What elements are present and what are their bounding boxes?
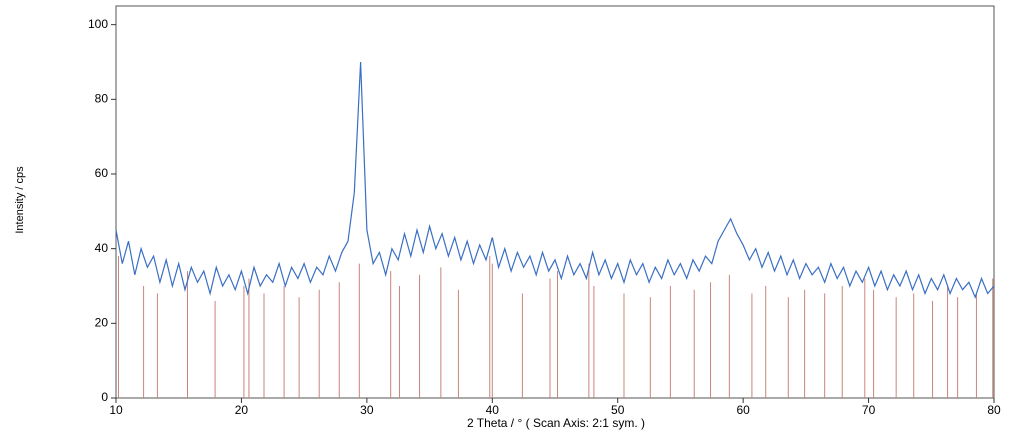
x-tick-label: 10 [109, 403, 123, 417]
x-tick-label: 40 [486, 403, 500, 417]
y-tick-label: 60 [95, 166, 109, 180]
x-tick-label: 70 [862, 403, 876, 417]
y-tick-label: 100 [88, 17, 108, 31]
plot-frame [115, 5, 995, 399]
x-axis-label: 2 Theta / ° ( Scan Axis: 2:1 sym. ) [467, 416, 645, 430]
x-tick-label: 30 [360, 403, 374, 417]
y-tick-label: 20 [95, 316, 109, 330]
x-tick-label: 20 [235, 403, 249, 417]
x-tick-label: 60 [736, 403, 750, 417]
x-tick-label: 80 [987, 403, 1001, 417]
y-axis-label: Intensity / cps [14, 166, 26, 234]
data-line [115, 61, 995, 299]
x-tick-label: 50 [611, 403, 625, 417]
y-tick-label: 80 [95, 92, 109, 106]
y-tick-label: 40 [95, 241, 109, 255]
y-tick-label: 0 [101, 390, 108, 404]
